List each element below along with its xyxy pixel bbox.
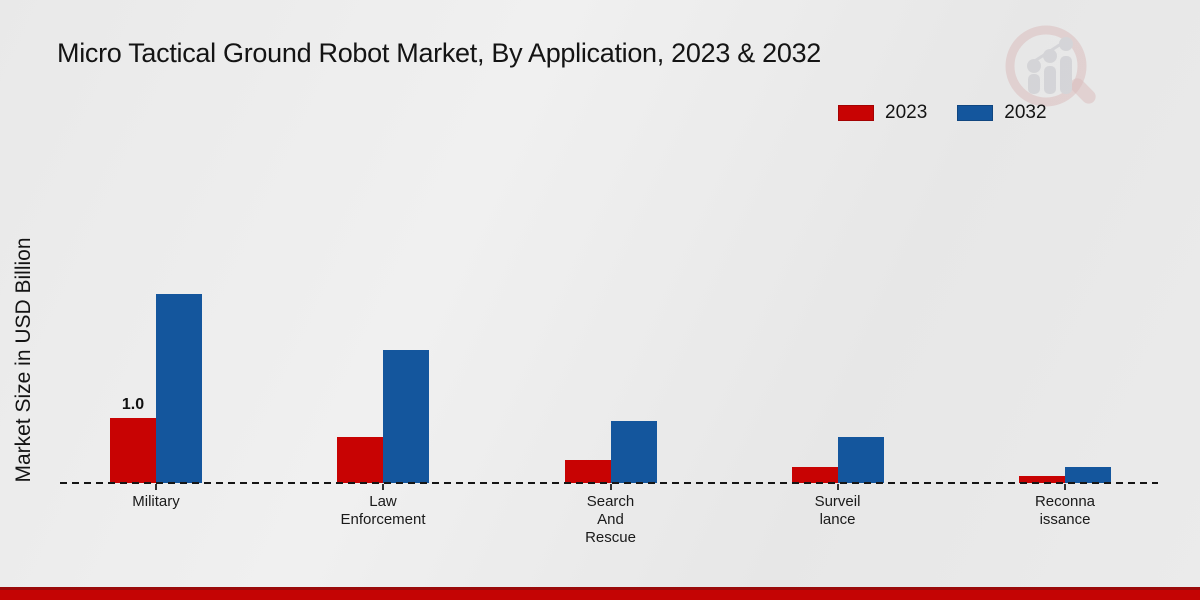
legend-label-2023: 2023 [885, 102, 928, 123]
legend-swatch-2023 [838, 105, 874, 121]
data-label-2023-military: 1.0 [121, 396, 145, 413]
bar-2023-surveillance [791, 467, 838, 483]
legend-swatch-2032 [957, 105, 994, 121]
bar-2023-law-enforcement [337, 437, 383, 483]
bar-2032-law-enforcement [383, 350, 429, 483]
bar-2023-military [110, 418, 156, 483]
x-tick-surveillance [836, 484, 839, 490]
x-tick-law-enforcement [382, 484, 384, 490]
legend-item-2023: 2023 [838, 102, 927, 124]
legend-label-2032: 2032 [1004, 102, 1047, 123]
legend: 2023 2032 [838, 102, 1047, 124]
x-label-military: Military [132, 493, 180, 510]
footer-red-bar [0, 587, 1200, 600]
x-tick-search-and-rescue [609, 484, 612, 490]
bar-2032-military [156, 294, 202, 483]
x-label-search-and-rescue: Search And Rescue [585, 493, 636, 546]
legend-item-2032: 2032 [957, 102, 1047, 124]
x-tick-military [155, 484, 157, 490]
x-label-surveillance: Surveil lance [814, 493, 861, 528]
x-tick-reconnaissance [1064, 484, 1066, 490]
bar-2032-surveillance [837, 437, 884, 483]
x-label-law-enforcement: Law Enforcement [340, 493, 426, 528]
bar-2032-search-and-rescue [610, 421, 657, 483]
bar-2023-search-and-rescue [564, 460, 611, 483]
chart-title: Micro Tactical Ground Robot Market, By A… [57, 38, 822, 68]
bar-2032-reconnaissance [1065, 467, 1111, 483]
bar-2023-reconnaissance [1019, 476, 1065, 483]
x-label-reconnaissance: Reconna issance [1034, 493, 1096, 528]
baseline-dashed-line [60, 482, 1158, 484]
